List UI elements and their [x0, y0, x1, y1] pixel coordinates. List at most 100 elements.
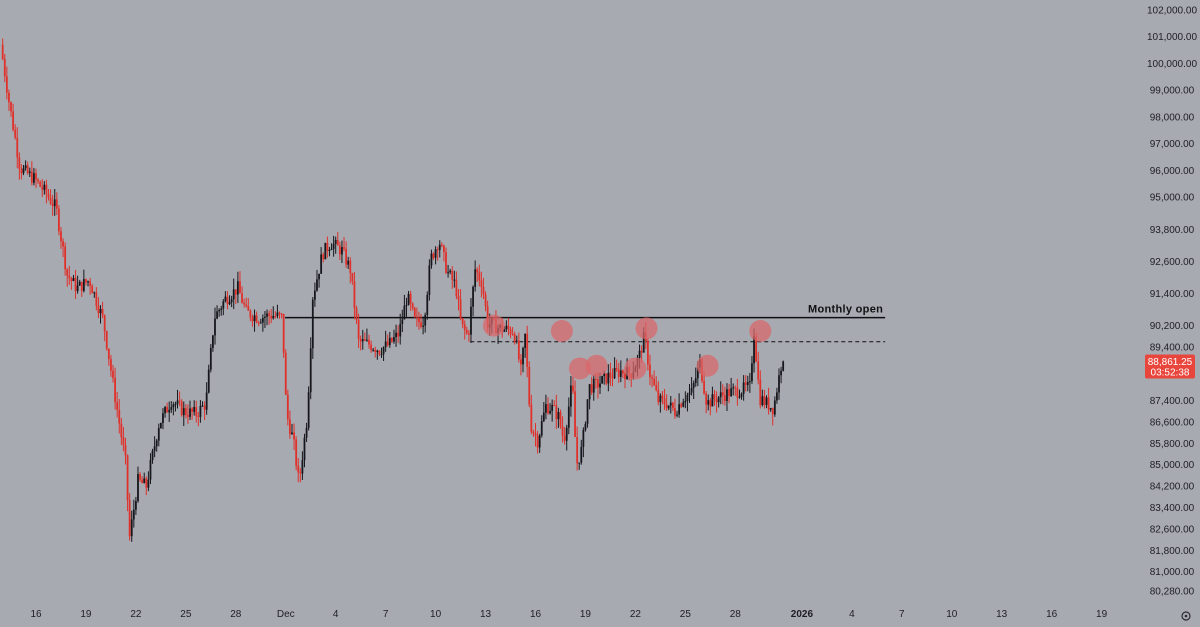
candle-body [717, 397, 720, 403]
candle-body [328, 249, 331, 251]
candle-body [247, 306, 250, 311]
candle-body [582, 429, 585, 447]
candle-body [20, 168, 23, 174]
candle-body [318, 273, 320, 280]
candle-body [690, 387, 693, 393]
candle-body [769, 407, 772, 410]
candle-body [640, 350, 643, 353]
candle-body [470, 306, 472, 335]
candle-body [555, 405, 558, 420]
candle-body [692, 383, 695, 388]
candle-body [520, 359, 522, 365]
candle-body [411, 303, 414, 309]
candle-body [62, 241, 64, 247]
candle-body [601, 376, 603, 384]
monthly-open-label: Monthly open [808, 304, 883, 316]
candle-body [341, 247, 343, 255]
candle-body [166, 407, 169, 413]
candle-body [674, 408, 676, 416]
candle-body [47, 193, 50, 198]
candle-body [361, 339, 364, 342]
candle-body [43, 184, 46, 190]
candle-body [30, 171, 33, 183]
candle-body [18, 157, 21, 169]
candle-body [438, 244, 441, 251]
candle-body [515, 340, 518, 342]
candle-body [513, 334, 516, 342]
candle-body [338, 245, 341, 255]
price-axis[interactable]: 102,000.00 101,000.00 100,000.00 99,000.00 9… [1147, 6, 1197, 598]
candle-body [642, 332, 645, 353]
candle-body [72, 277, 75, 281]
time-tick-label: 19 [580, 609, 592, 620]
candle-body [609, 372, 612, 378]
candle-body [368, 339, 370, 345]
candle-body [116, 402, 119, 410]
candle-body [436, 249, 439, 251]
gear-icon [1181, 611, 1191, 621]
candle-body [203, 405, 206, 410]
candle-body [397, 332, 400, 337]
candle-body [239, 281, 241, 294]
candle-body [780, 370, 782, 376]
time-tick-label: 7 [899, 609, 905, 620]
candle-body [765, 397, 768, 405]
candle-body [276, 312, 279, 316]
candle-body [313, 290, 316, 300]
candle-body [309, 348, 312, 393]
candle-body [713, 394, 716, 400]
candle-body [443, 245, 445, 253]
candle-body [228, 302, 231, 305]
candle-body [80, 281, 83, 291]
candle-body [572, 385, 574, 392]
candle-body [418, 317, 420, 323]
candle-body [257, 322, 260, 324]
candle-body [26, 165, 29, 174]
candle-body [559, 412, 562, 427]
candle-body [253, 315, 256, 322]
candle-body [124, 445, 127, 456]
candle-body [605, 373, 608, 384]
candle-body [767, 397, 770, 410]
candle-body [172, 404, 175, 408]
price-tick-label: 85,800.00 [1150, 439, 1195, 450]
price-tick-label: 81,000.00 [1150, 567, 1195, 578]
candle-body [110, 359, 112, 371]
candle-body [482, 287, 485, 295]
candle-body [91, 285, 94, 294]
candle-body [757, 361, 760, 380]
time-tick-label: Dec [277, 609, 295, 620]
candle-body [87, 281, 89, 283]
candle-body [617, 369, 620, 377]
candle-body [705, 393, 708, 405]
candle-body [440, 244, 443, 246]
candle-body [778, 375, 780, 393]
candle-body [216, 311, 218, 319]
candle-body [665, 404, 668, 409]
candle-body [24, 165, 27, 169]
candle-body [355, 308, 358, 321]
candle-body [551, 405, 554, 411]
candle-body [141, 479, 144, 484]
candle-body [330, 248, 333, 250]
candle-body [218, 309, 221, 312]
candle-body [197, 416, 200, 418]
candle-body [3, 58, 6, 77]
candle-body [128, 500, 131, 537]
candle-body [561, 426, 564, 436]
candle-body [126, 455, 129, 501]
candle-body [303, 437, 306, 461]
candle-body [336, 239, 339, 246]
axis-settings-button[interactable] [1181, 611, 1191, 621]
candle-body [530, 404, 533, 432]
candle-body [715, 399, 718, 403]
candle-body [76, 285, 79, 292]
candle-body [395, 332, 397, 338]
candle-body [205, 392, 208, 410]
candle-body [732, 387, 735, 389]
time-axis[interactable]: 16 19 22 25 28 Dec 4 7 10 13 16 19 22 25 28 2026 4 7 10 13 1… [30, 609, 1107, 620]
candle-body [744, 382, 747, 386]
candle-body [624, 373, 626, 380]
